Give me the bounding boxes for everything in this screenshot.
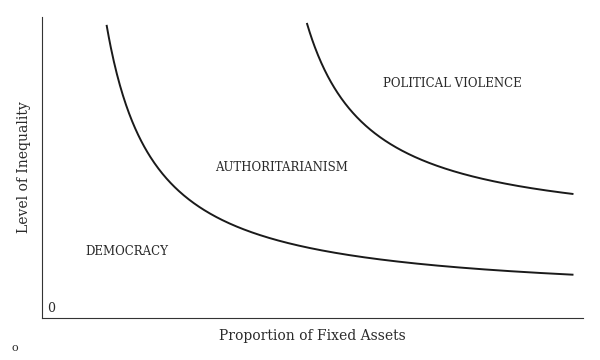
X-axis label: Proportion of Fixed Assets: Proportion of Fixed Assets	[219, 329, 406, 343]
Y-axis label: Level of Inequality: Level of Inequality	[17, 102, 31, 233]
Text: DEMOCRACY: DEMOCRACY	[85, 246, 168, 258]
Text: POLITICAL VIOLENCE: POLITICAL VIOLENCE	[383, 77, 522, 90]
Text: 0: 0	[47, 302, 55, 315]
Text: o: o	[12, 343, 19, 353]
Text: AUTHORITARIANISM: AUTHORITARIANISM	[215, 161, 348, 174]
